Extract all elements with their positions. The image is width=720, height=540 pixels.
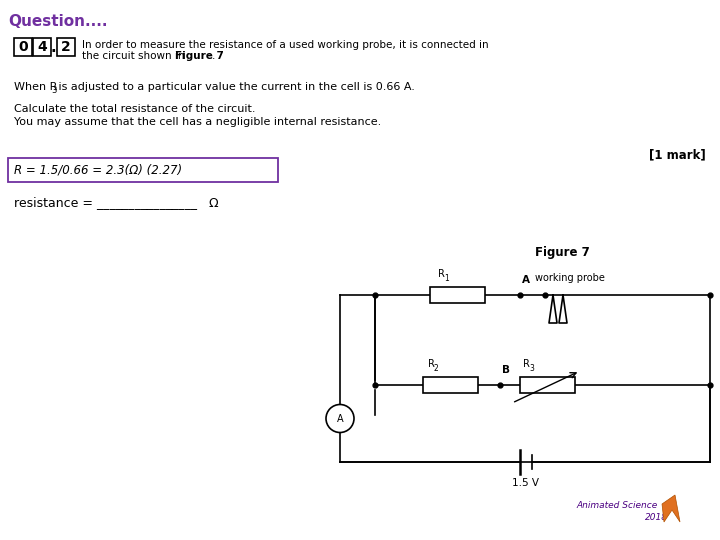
Bar (430, 287, 485, 303)
Text: .: . (50, 39, 56, 55)
Text: Figure 7: Figure 7 (175, 51, 224, 61)
Text: R = 1.5/0.66 = 2.3(Ω) (2.27): R = 1.5/0.66 = 2.3(Ω) (2.27) (14, 164, 182, 177)
Text: 4: 4 (37, 40, 47, 54)
Text: 2018: 2018 (645, 513, 668, 522)
Bar (423, 377, 478, 393)
Text: 2: 2 (61, 40, 71, 54)
Text: 1: 1 (444, 274, 449, 283)
Text: In order to measure the resistance of a used working probe, it is connected in: In order to measure the resistance of a … (82, 40, 489, 50)
Text: When R: When R (14, 82, 58, 92)
Bar (57, 38, 75, 56)
Text: Calculate the total resistance of the circuit.: Calculate the total resistance of the ci… (14, 104, 256, 114)
Bar (33, 38, 51, 56)
Polygon shape (662, 495, 680, 522)
Text: A: A (337, 414, 343, 423)
Text: R: R (438, 269, 445, 279)
Text: Animated Science: Animated Science (577, 501, 658, 510)
Bar (8, 158, 278, 182)
Text: You may assume that the cell has a negligible internal resistance.: You may assume that the cell has a negli… (14, 117, 382, 127)
Text: resistance = ________________   Ω: resistance = ________________ Ω (14, 196, 219, 209)
Bar (14, 38, 32, 56)
Text: Question....: Question.... (8, 14, 107, 29)
Text: A: A (522, 275, 530, 285)
Text: working probe: working probe (535, 273, 605, 283)
Bar (520, 377, 575, 393)
Text: 0: 0 (18, 40, 28, 54)
Text: 1.5 V: 1.5 V (513, 478, 539, 488)
Text: [1 mark]: [1 mark] (649, 148, 706, 161)
Text: 2: 2 (434, 364, 438, 373)
Text: 3: 3 (51, 86, 56, 95)
Text: R: R (523, 359, 530, 369)
Text: .: . (212, 51, 215, 61)
Text: Figure 7: Figure 7 (535, 246, 590, 259)
Text: is adjusted to a particular value the current in the cell is 0.66 A.: is adjusted to a particular value the cu… (55, 82, 415, 92)
Text: B: B (502, 365, 510, 375)
Circle shape (326, 404, 354, 433)
Text: the circuit shown in: the circuit shown in (82, 51, 188, 61)
Text: 3: 3 (529, 364, 534, 373)
Text: R: R (428, 359, 435, 369)
